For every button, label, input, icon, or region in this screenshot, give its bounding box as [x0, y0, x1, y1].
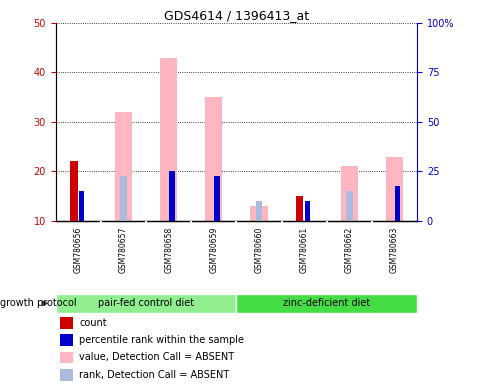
Bar — [214, 176, 219, 221]
Text: growth protocol: growth protocol — [0, 298, 76, 308]
Text: GSM780661: GSM780661 — [299, 227, 308, 273]
Bar — [56, 294, 236, 313]
Text: GSM780658: GSM780658 — [164, 227, 173, 273]
Title: GDS4614 / 1396413_at: GDS4614 / 1396413_at — [164, 9, 308, 22]
Text: count: count — [79, 318, 106, 328]
Bar — [60, 351, 73, 363]
Bar — [120, 176, 126, 221]
Bar — [160, 58, 177, 221]
Bar — [340, 166, 357, 221]
Bar — [70, 162, 77, 221]
Text: GSM780657: GSM780657 — [119, 227, 128, 273]
Text: GSM780656: GSM780656 — [74, 227, 83, 273]
Bar — [296, 196, 303, 221]
Text: GSM780662: GSM780662 — [344, 227, 353, 273]
Bar — [60, 369, 73, 381]
Text: GSM780660: GSM780660 — [254, 227, 263, 273]
Bar — [385, 157, 402, 221]
Bar — [346, 191, 352, 221]
Text: zinc-deficient diet: zinc-deficient diet — [283, 298, 370, 308]
Bar — [394, 186, 400, 221]
Text: percentile rank within the sample: percentile rank within the sample — [79, 335, 244, 345]
Bar — [169, 171, 174, 221]
Bar — [250, 206, 267, 221]
Bar — [115, 112, 132, 221]
Text: GSM780663: GSM780663 — [389, 227, 398, 273]
Bar — [79, 191, 84, 221]
Text: GSM780659: GSM780659 — [209, 227, 218, 273]
Text: pair-fed control diet: pair-fed control diet — [98, 298, 194, 308]
Bar — [205, 97, 222, 221]
Bar — [60, 317, 73, 329]
Text: rank, Detection Call = ABSENT: rank, Detection Call = ABSENT — [79, 370, 229, 380]
Bar — [236, 294, 416, 313]
Bar — [60, 334, 73, 346]
Text: value, Detection Call = ABSENT: value, Detection Call = ABSENT — [79, 353, 234, 362]
Bar — [256, 201, 262, 221]
Bar — [304, 201, 309, 221]
